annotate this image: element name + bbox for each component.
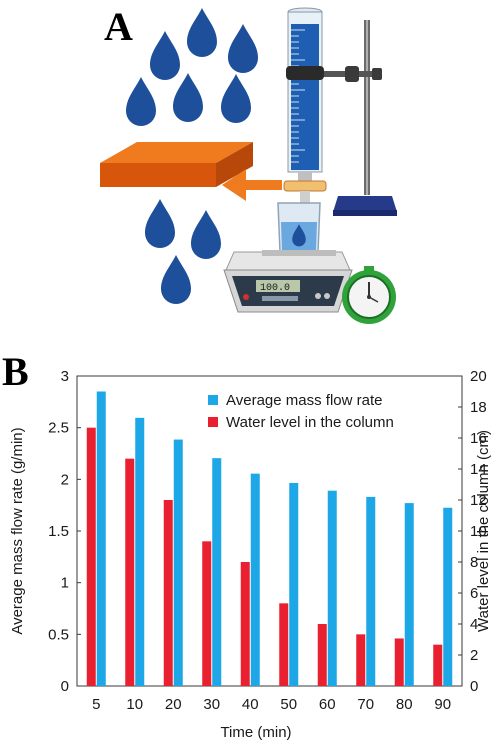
bar-mass-flow-50 xyxy=(289,482,299,686)
bar-water-level-10 xyxy=(125,458,135,686)
bar-mass-flow-20 xyxy=(173,439,183,686)
legend-swatch-mass-flow xyxy=(208,395,218,405)
right-axis-title: Water level in the column (cm) xyxy=(475,430,492,632)
bar-water-level-80 xyxy=(394,638,404,686)
water-drop-icon xyxy=(228,24,258,73)
bar-mass-flow-10 xyxy=(135,417,145,686)
panel-b-label: B xyxy=(2,349,29,394)
graduated-column xyxy=(283,7,327,203)
right-tick-label: 8 xyxy=(470,554,478,571)
bar-mass-flow-80 xyxy=(404,503,414,686)
bar-water-level-30 xyxy=(202,541,212,686)
x-tick-label: 5 xyxy=(92,696,100,713)
x-tick-label: 70 xyxy=(357,696,374,713)
x-tick-label: 80 xyxy=(396,696,413,713)
water-drop-icon xyxy=(221,74,251,123)
legend-label-water-level: Water level in the column xyxy=(226,414,394,431)
right-tick-label: 2 xyxy=(470,647,478,664)
bar-mass-flow-60 xyxy=(327,490,337,686)
bar-water-level-70 xyxy=(356,634,366,686)
stopwatch-icon xyxy=(342,266,396,324)
water-drop-icon xyxy=(187,8,217,57)
x-tick-label: 10 xyxy=(126,696,143,713)
bar-water-level-40 xyxy=(240,562,250,686)
water-drop-icon xyxy=(145,199,175,248)
right-tick-label: 14 xyxy=(470,461,487,478)
x-tick-label: 60 xyxy=(319,696,336,713)
bar-water-level-50 xyxy=(279,603,289,686)
left-tick-label: 1 xyxy=(61,575,69,592)
left-axis-title: Average mass flow rate (g/min) xyxy=(9,427,26,634)
right-tick-label: 12 xyxy=(470,492,487,509)
left-tick-label: 1.5 xyxy=(48,523,69,540)
panel-a-label: A xyxy=(104,4,133,49)
left-tick-label: 2 xyxy=(61,471,69,488)
left-tick-label: 0.5 xyxy=(48,626,69,643)
x-tick-label: 50 xyxy=(280,696,297,713)
legend-label-mass-flow: Average mass flow rate xyxy=(226,392,382,409)
bar-water-level-20 xyxy=(163,500,173,686)
digital-balance: 100.0 xyxy=(223,250,353,313)
x-tick-label: 30 xyxy=(203,696,220,713)
x-axis-title: Time (min) xyxy=(220,724,291,741)
right-axis-ticks: 0 2 4 6 8 10 12 14 16 18 20 xyxy=(458,368,487,695)
orange-plate xyxy=(100,142,253,187)
left-tick-label: 2.5 xyxy=(48,420,69,437)
right-tick-label: 18 xyxy=(470,399,487,416)
bar-chart: B 0 0.5 1 1.5 2 2.5 3 0 2 4 6 8 10 12 14 16 18 20 5 10 20 3… xyxy=(2,349,492,741)
left-tick-label: 3 xyxy=(61,368,69,385)
x-tick-label: 40 xyxy=(242,696,259,713)
right-tick-label: 16 xyxy=(470,430,487,447)
water-drop-icon xyxy=(126,77,156,126)
x-tick-label: 20 xyxy=(165,696,182,713)
right-tick-label: 4 xyxy=(470,616,478,633)
right-tick-label: 20 xyxy=(470,368,487,385)
beaker xyxy=(277,202,321,259)
legend-swatch-water-level xyxy=(208,417,218,427)
bar-water-level-60 xyxy=(317,624,327,686)
left-axis-ticks: 0 0.5 1 1.5 2 2.5 3 xyxy=(48,368,81,695)
water-drop-icon xyxy=(173,73,203,122)
water-drop-icon xyxy=(150,31,180,80)
legend: Average mass flow rate Water level in th… xyxy=(208,392,394,431)
balance-display: 100.0 xyxy=(260,283,290,294)
right-tick-label: 10 xyxy=(470,523,487,540)
bar-mass-flow-5 xyxy=(96,391,106,686)
bars xyxy=(86,391,453,686)
bar-water-level-90 xyxy=(433,644,443,686)
bar-mass-flow-90 xyxy=(443,507,453,686)
water-drop-icon xyxy=(191,210,221,259)
bar-mass-flow-70 xyxy=(366,496,376,686)
bar-mass-flow-40 xyxy=(250,473,260,686)
flow-arrow-icon xyxy=(222,169,282,201)
right-tick-label: 6 xyxy=(470,585,478,602)
x-tick-label: 90 xyxy=(434,696,451,713)
x-axis-ticks: 5 10 20 30 40 50 60 70 80 90 xyxy=(92,696,451,713)
bar-mass-flow-30 xyxy=(212,458,222,686)
left-tick-label: 0 xyxy=(61,678,69,695)
experiment-setup-illustration: A xyxy=(100,4,397,324)
ring-stand xyxy=(320,20,397,216)
bar-water-level-5 xyxy=(86,427,96,686)
water-drop-icon xyxy=(161,255,191,304)
right-tick-label: 0 xyxy=(470,678,478,695)
